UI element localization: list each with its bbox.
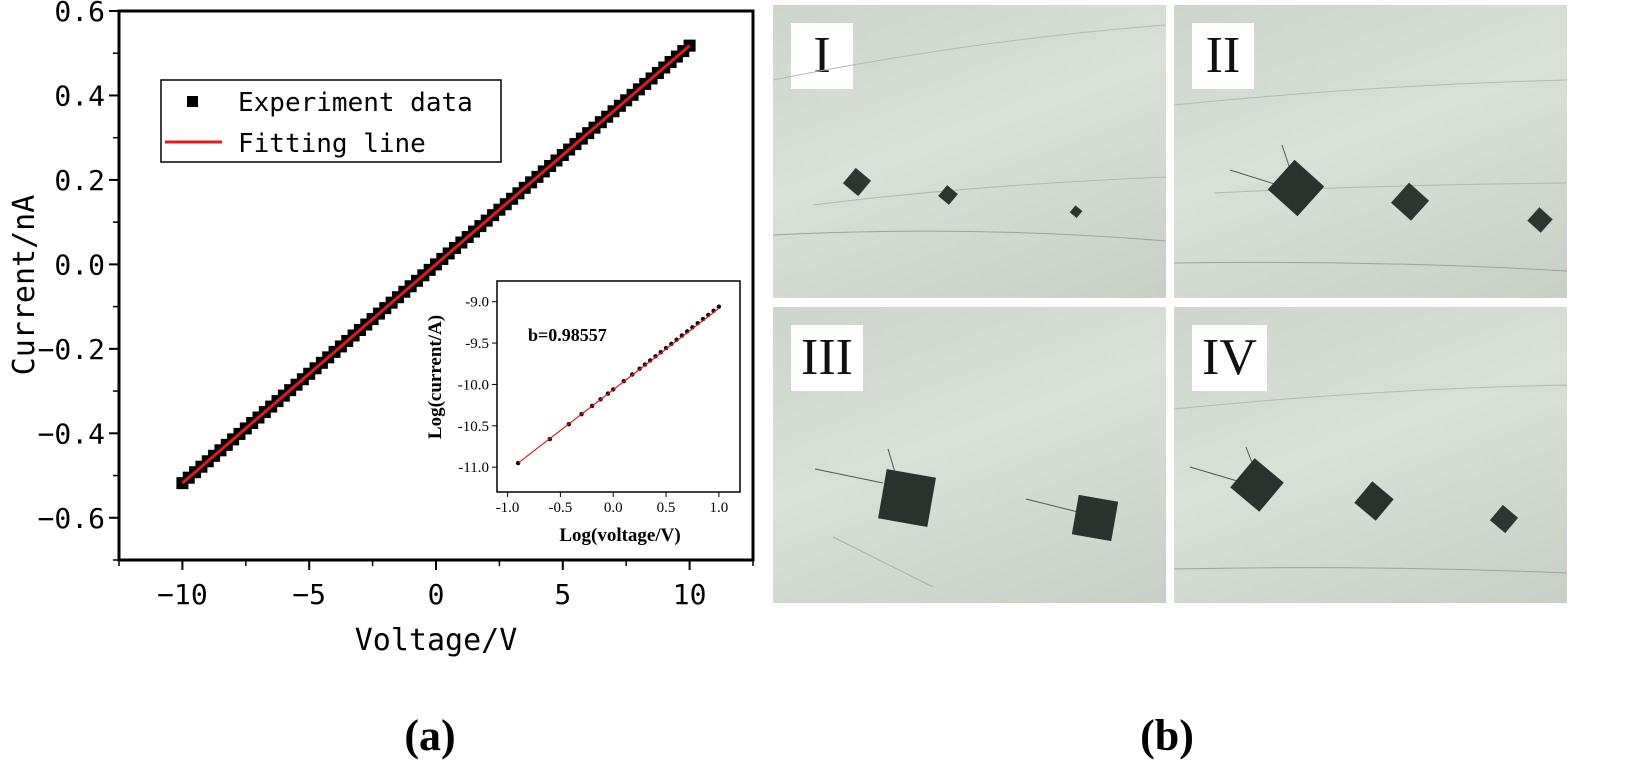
photo-label-1: I — [791, 23, 853, 89]
inset-y-tick-label: -11.0 — [458, 460, 489, 476]
inset-x-tick-label: 0.5 — [657, 500, 676, 516]
indent-medium — [1390, 182, 1430, 221]
indent-small — [1527, 207, 1553, 233]
panel-label-a: (a) — [404, 711, 456, 760]
indent-small — [1069, 205, 1083, 219]
y-tick-label: 0.0 — [54, 248, 105, 281]
micrograph-2: II — [1174, 5, 1567, 298]
indent-medium — [1071, 494, 1119, 542]
inset-y-axis-label: Log(current/A) — [425, 315, 446, 439]
micrograph-2-features — [1174, 79, 1567, 272]
iv-chart: −10 −5 0 5 10 −0.6 −0.4 −0.2 0.0 0.2 0.4 0.6 Experi… — [7, 0, 755, 658]
inset-frame — [496, 280, 741, 493]
inset-data-point — [669, 341, 674, 347]
inset-x-tick-label: 0.0 — [604, 500, 623, 516]
y-tick-label: 0.2 — [54, 164, 105, 197]
y-tick-label: −0.6 — [38, 502, 105, 535]
x-tick-label: 10 — [673, 578, 707, 611]
indent-small — [1489, 504, 1519, 534]
indent-medium — [938, 185, 958, 205]
indent-large — [878, 469, 936, 527]
micrograph-1-features — [773, 24, 1166, 242]
micrograph-3-features — [814, 448, 1119, 588]
micrograph-4: IV — [1174, 307, 1567, 603]
y-axis-label: Current/nA — [7, 195, 42, 376]
inset-y-tick-label: -9.5 — [465, 336, 489, 352]
photo-label-2: II — [1192, 23, 1254, 89]
photo-label-3: III — [791, 325, 863, 391]
inset-fit-line — [517, 307, 720, 464]
inset-x-tick-label: -0.5 — [549, 500, 573, 516]
micrograph-1: I — [773, 5, 1166, 298]
inset-x-tick-label: 1.0 — [709, 500, 728, 516]
inset-y-tick-label: -10.0 — [458, 377, 489, 393]
x-tick-label: −10 — [157, 578, 208, 611]
x-tick-label: 0 — [428, 578, 445, 611]
inset-y-tick-label: -9.0 — [465, 295, 489, 311]
inset-x-axis-label: Log(voltage/V) — [559, 525, 680, 546]
y-tick-label: 0.4 — [54, 79, 105, 112]
inset-data-point — [716, 304, 722, 309]
inset-annotation: b=0.98557 — [528, 325, 607, 345]
indent-large — [1267, 159, 1325, 217]
y-tick-label: −0.2 — [38, 333, 105, 366]
micrograph-4-features — [1174, 384, 1567, 574]
legend-label-fitting: Fitting line — [238, 129, 426, 159]
inset-y-tick-label: -10.5 — [458, 419, 489, 435]
inset-x-tick-label: -1.0 — [496, 500, 520, 516]
legend-marker-square — [187, 96, 198, 107]
indent-medium — [1354, 481, 1394, 521]
x-tick-label: −5 — [292, 578, 326, 611]
legend: Experiment data Fitting line — [160, 79, 502, 163]
y-tick-label: −0.4 — [38, 417, 105, 450]
indent-large — [1230, 458, 1284, 512]
panel-label-b: (b) — [1140, 711, 1194, 760]
x-tick-label: 5 — [554, 578, 571, 611]
inset-chart: -1.0 -0.5 0.0 0.5 1.0 -11.0 -10.5 -10.0 -9.5 -9.0… — [425, 280, 741, 546]
y-tick-label: 0.6 — [54, 0, 105, 28]
micrograph-3: III — [773, 307, 1166, 603]
fit-line — [181, 44, 691, 485]
x-axis-label: Voltage/V — [355, 623, 518, 658]
inset-data-point — [674, 337, 679, 342]
legend-label-experiment: Experiment data — [238, 88, 473, 118]
legend-box — [160, 79, 502, 163]
photo-label-4: IV — [1192, 325, 1267, 391]
indent-large — [842, 167, 872, 197]
